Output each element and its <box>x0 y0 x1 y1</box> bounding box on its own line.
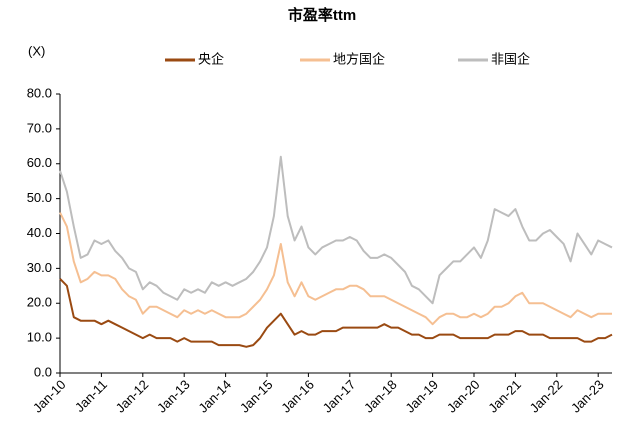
chart-title: 市盈率ttm <box>288 6 356 24</box>
y-tick-label: 0.0 <box>34 364 52 379</box>
y-tick-label: 60.0 <box>27 155 52 170</box>
x-tick-label: Jan-14 <box>195 377 234 416</box>
legend-label: 央企 <box>198 51 224 66</box>
x-tick-label: Jan-10 <box>30 377 69 416</box>
x-tick-label: Jan-22 <box>527 377 566 416</box>
y-tick-label: 40.0 <box>27 225 52 240</box>
series-line <box>59 278 613 348</box>
x-tick-label: Jan-21 <box>485 377 524 416</box>
x-tick-label: Jan-18 <box>361 377 400 416</box>
y-axis-label: (X) <box>28 43 45 58</box>
y-tick-label: 20.0 <box>27 295 52 310</box>
x-tick-label: Jan-19 <box>402 377 441 416</box>
x-tick-label: Jan-16 <box>278 377 317 416</box>
x-tick-label: Jan-20 <box>444 377 483 416</box>
series-line <box>59 155 613 305</box>
y-tick-label: 70.0 <box>27 120 52 135</box>
x-tick-label: Jan-11 <box>72 377 110 415</box>
y-tick-label: 10.0 <box>27 330 52 345</box>
y-tick-label: 80.0 <box>27 85 52 100</box>
x-tick-label: Jan-15 <box>237 377 276 416</box>
legend-label: 地方国企 <box>333 51 385 66</box>
x-tick-label: Jan-23 <box>568 377 607 416</box>
x-tick-label: Jan-12 <box>113 377 152 416</box>
legend-label: 非国企 <box>491 51 530 66</box>
y-tick-label: 50.0 <box>27 190 52 205</box>
x-tick-label: Jan-13 <box>154 377 193 416</box>
series-line <box>59 212 612 326</box>
y-tick-label: 30.0 <box>27 260 52 275</box>
x-tick-label: Jan-17 <box>320 377 359 416</box>
